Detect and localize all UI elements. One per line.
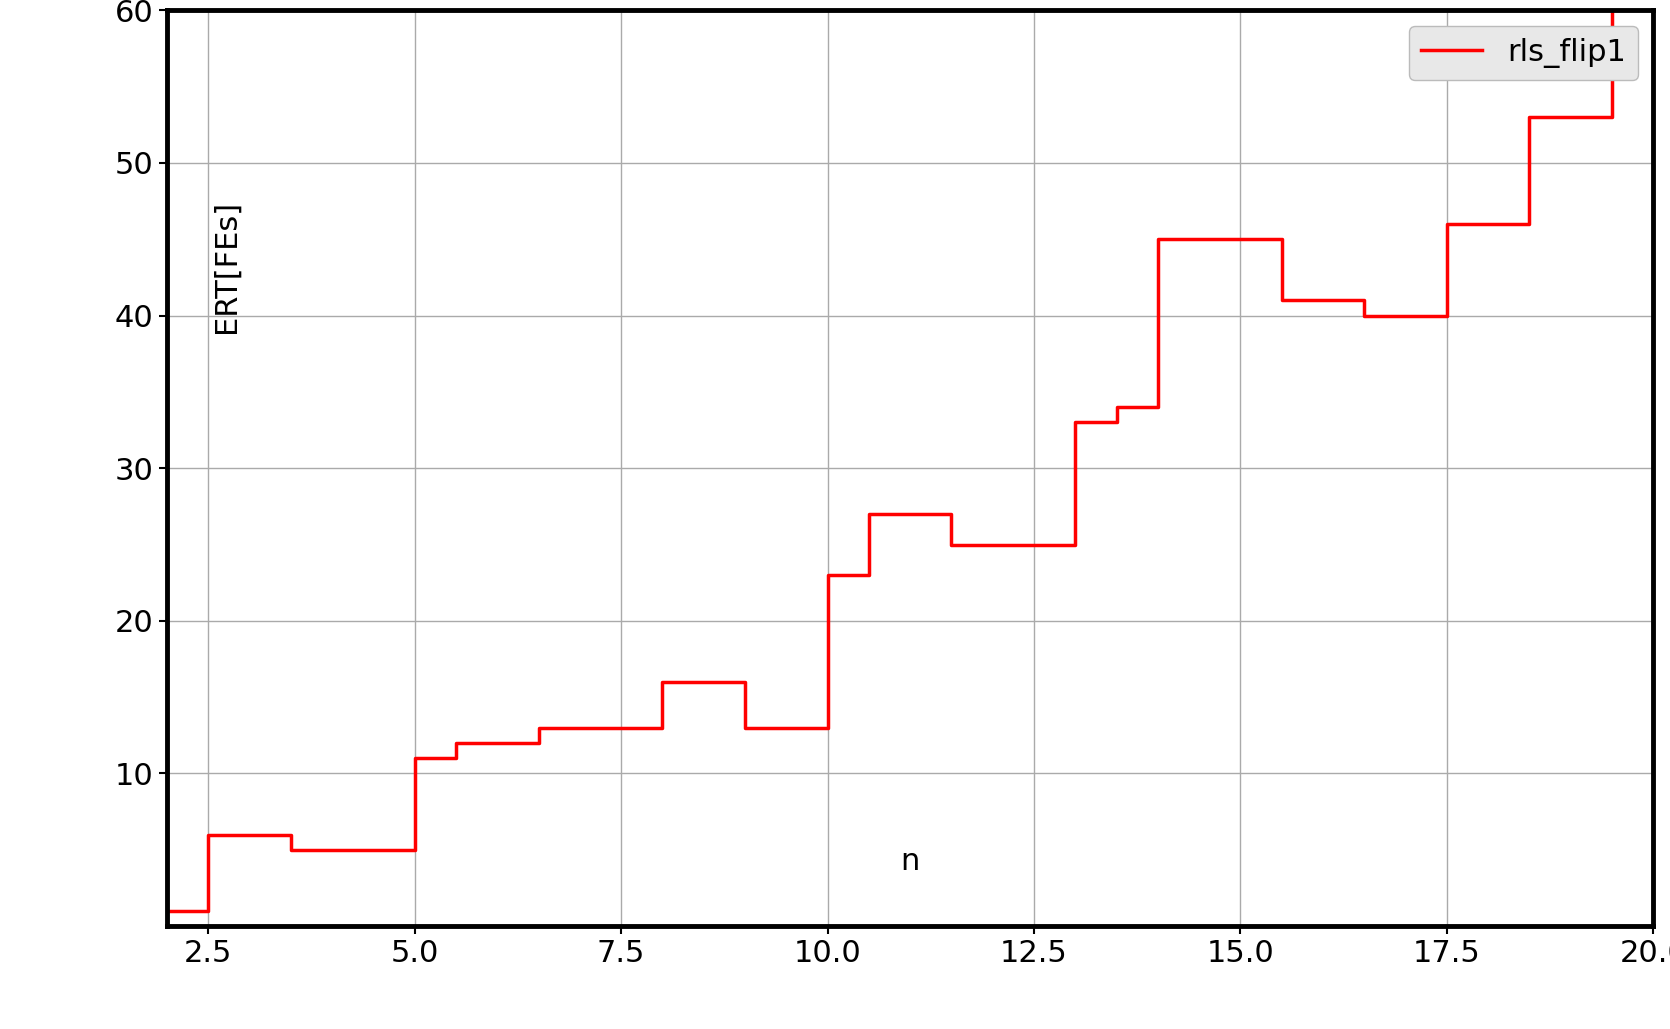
rls_flip1: [157, 904, 177, 917]
Line: rls_flip1: rls_flip1: [167, 10, 1612, 911]
Text: n: n: [900, 848, 920, 877]
Legend: rls_flip1: rls_flip1: [1409, 26, 1638, 80]
Text: ERT[FEs]: ERT[FEs]: [212, 201, 240, 333]
rls_flip1: [858, 508, 878, 521]
rls_flip1: [693, 676, 713, 688]
rls_flip1: [199, 828, 219, 841]
rls_flip1: [1602, 4, 1622, 16]
rls_flip1: [1024, 538, 1044, 551]
rls_flip1: [569, 721, 590, 734]
rls_flip1: [1520, 111, 1540, 123]
